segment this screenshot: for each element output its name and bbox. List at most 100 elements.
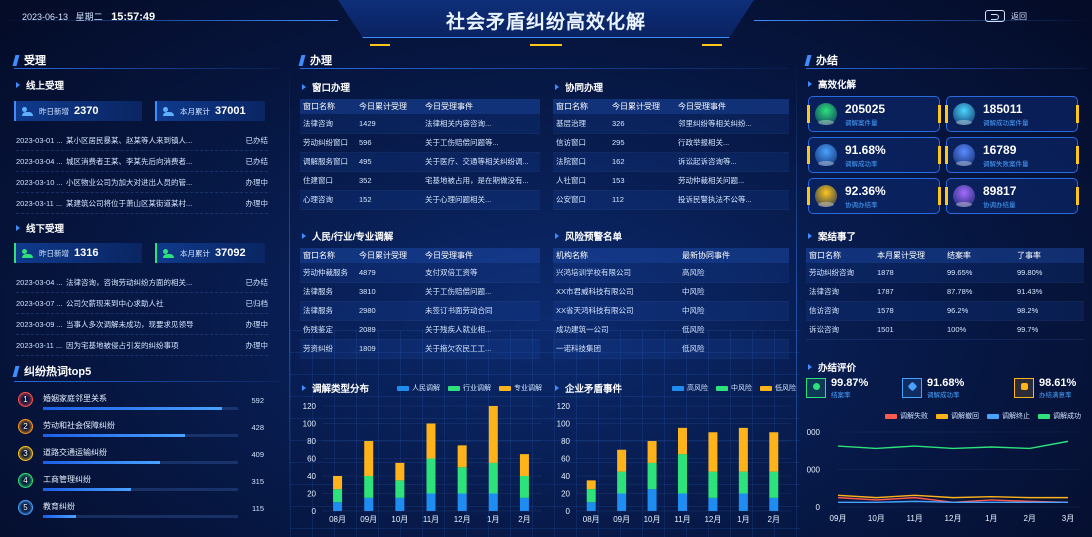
item-date: 2023-03-09 ... [16,319,63,329]
hot-word-bar [43,488,238,491]
table-row[interactable]: 劳动纠纷窗口 596 关于工伤赔偿问题等... [300,133,540,153]
table-header-cell: 窗口名称 [806,248,874,263]
bar-segment [364,497,374,511]
item-date: 2023-03-04 ... [16,156,63,166]
legend-item[interactable]: 中风险 [716,383,752,393]
y-tick-label: 0 [312,507,317,516]
hot-word-item[interactable]: 2 劳动和社会保障纠纷 428 [18,417,264,444]
hot-word-item[interactable]: 4 工商管理纠纷 315 [18,471,264,498]
table-row[interactable]: 法律服务 2980 未签订书面劳动合同 [300,301,540,321]
hot-word-item[interactable]: 5 教育纠纷 115 [18,498,264,525]
legend-item[interactable]: 调解终止 [987,411,1030,421]
legend-item[interactable]: 专业调解 [499,383,542,393]
legend-item[interactable]: 行业调解 [448,383,491,393]
legend-item[interactable]: 人民调解 [397,383,440,393]
legend-item[interactable]: 低风险 [760,383,796,393]
x-tick-label: 09月 [360,515,377,524]
table-cell: 关于残疾人就业相... [422,320,540,340]
bar-segment [647,441,657,463]
table-row[interactable]: 诉讼咨询 1501 100% 99.7% [806,320,1084,340]
list-item[interactable]: 2023-03-04 ... 城区消费者王某、李某先后向消费者... 已办结 [16,151,268,172]
legend-swatch [499,385,511,391]
list-item[interactable]: 2023-03-11 ... 因为宅基地被侵占引发的纠纷事项 办理中 [16,335,268,356]
legend-item[interactable]: 调解失败 [885,411,928,421]
table-cell: 1429 [356,114,422,134]
handshake-icon [902,378,922,398]
table-row[interactable]: 伤残鉴定 2089 关于残疾人就业相... [300,320,540,340]
weekday-text: 星期二 [75,12,103,22]
rank-badge: 5 [18,500,33,515]
table-row[interactable]: XX省天鸿科技有限公司 中风险 [553,301,789,321]
table-row[interactable]: 法律咨询 1787 87.78% 91.43% [806,282,1084,302]
hot-word-item[interactable]: 3 道路交通运输纠纷 409 [18,444,264,471]
stat-label: 本月累计 [180,248,210,258]
back-icon [985,10,1005,22]
deco-dash [530,44,562,46]
table-cell: 中风险 [679,282,789,302]
table-cell: XX省天鸿科技有限公司 [553,301,679,321]
list-item[interactable]: 2023-03-09 ... 当事人多次调解未成功，现要求见领导 办理中 [16,314,268,335]
table-row[interactable]: 一诺科技集团 低风险 [553,339,789,359]
table-cell: 信访窗口 [553,133,609,153]
list-item[interactable]: 2023-03-10 ... 小区物业公司为加大对进出人员的管... 办理中 [16,172,268,193]
kpi-text: 92.36% 协调办结率 [845,184,886,209]
table-row[interactable]: 心理咨询 152 关于心理问题相关... [300,190,540,210]
kpi-card: 92.36% 协调办结率 [807,178,941,214]
legend-item[interactable]: 调解撤回 [936,411,979,421]
y-tick-label: 100 [303,420,317,429]
list-item[interactable]: 2023-03-04 ... 法律咨询，咨询劳动纠纷方面的相关... 已办结 [16,272,268,293]
table-row[interactable]: 信访窗口 295 行政举报相关... [553,133,789,153]
table-cell: 98.2% [1014,301,1084,321]
table-row[interactable]: 公安窗口 112 投诉民警执法不公等... [553,190,789,210]
table-row[interactable]: 劳动仲裁服务 4879 支付双倍工资等 [300,263,540,283]
table-row[interactable]: 信访咨询 1578 96.2% 98.2% [806,301,1084,321]
hot-word-item[interactable]: 1 婚姻家庭邻里关系 592 [18,390,264,417]
table-row[interactable]: 法律咨询 1429 法律相关内容咨询... [300,114,540,134]
bar-segment [617,471,627,494]
bar-segment [333,489,343,503]
x-tick-label: 1月 [487,515,499,524]
legend-item[interactable]: 调解成功 [1038,411,1081,421]
legend-item[interactable]: 高风险 [672,383,708,393]
hot-title: 纠纷热词top5 [14,363,91,379]
mediation-table: 窗口名称 今日累计受理 今日受理事件 劳动仲裁服务 4879 支付双倍工资等 法律服务 381… [300,248,540,359]
table-row[interactable]: 调解服务窗口 495 关于医疗、交通等相关纠纷调... [300,152,540,172]
table-row[interactable]: 劳动纠纷咨询 1878 99.65% 99.80% [806,263,1084,283]
legend-label: 人民调解 [412,385,440,392]
list-item[interactable]: 2023-03-01 ... 某小区居民暴某、赵某等人来到镇人... 已办结 [16,130,268,151]
table-row[interactable]: XX市君威科技有限公司 中风险 [553,282,789,302]
legend-label: 调解终止 [1002,413,1030,420]
table-cell: 关于拖欠农民工工... [422,339,540,359]
table-row[interactable]: 住建窗口 352 宅基地被占用，是在期做没有... [300,171,540,191]
table-row[interactable]: 兴鸿培训学校有限公司 高风险 [553,263,789,283]
table-cell: 1809 [356,339,422,359]
item-text: 某小区居民暴某、赵某等人来到镇人... [66,135,193,145]
table-cell: 96.2% [944,301,1014,321]
table-row[interactable]: 人社窗口 153 劳动仲裁相关问题... [553,171,789,191]
stat-label: 本月累计 [180,106,210,116]
bar-segment [647,462,657,490]
table-row[interactable]: 成功建筑一公司 低风险 [553,320,789,340]
back-button[interactable]: 返回 [985,10,1027,22]
stat-label: 昨日新增 [39,106,69,116]
evaluation-item: 98.61% 办结满意率 [1014,377,1076,399]
list-item[interactable]: 2023-03-07 ... 公司欠薪现来到中心求助人社 已归档 [16,293,268,314]
table-cell: 91.43% [1014,282,1084,302]
table-row[interactable]: 法院窗口 162 诉讼起诉咨询等... [553,152,789,172]
table-row[interactable]: 劳资纠纷 1809 关于拖欠农民工工... [300,339,540,359]
hot-word-name: 婚姻家庭邻里关系 [43,394,107,403]
x-tick-label: 09月 [830,514,847,523]
kpi-text: 16789 调解失败案件量 [983,143,1029,168]
kpi-text: 91.68% 调解成功率 [845,143,886,168]
kpi-accent-left [945,187,948,205]
bar-segment [488,462,498,494]
users-icon [163,248,175,258]
list-item[interactable]: 2023-03-11 ... 某建筑公司将位于萧山区某街道某村... 办理中 [16,193,268,214]
y-tick-label: 100 [557,420,571,429]
kpi-label: 调解案件量 [845,119,878,127]
coop-table: 窗口名称 今日累计受理 今日受理事件 基层治理 326 邻里纠纷等相关纠纷... 信访窗口 2… [553,99,789,210]
table-row[interactable]: 法律服务 3810 关于工伤赔偿问题... [300,282,540,302]
legend-swatch [987,413,999,419]
table-row[interactable]: 基层治理 326 邻里纠纷等相关纠纷... [553,114,789,134]
